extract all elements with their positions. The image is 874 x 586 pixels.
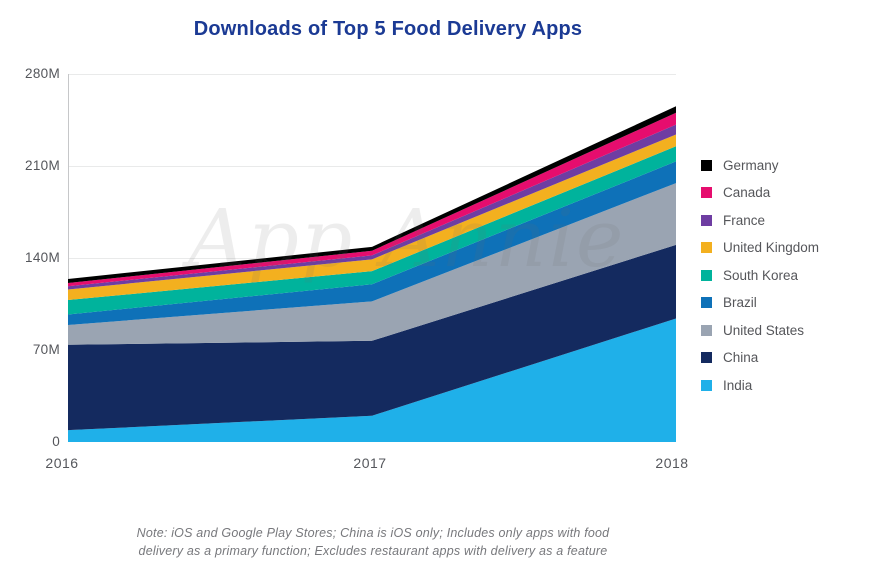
y-tick-0: 0 [52, 434, 60, 449]
x-tick-2016: 2016 [45, 455, 79, 471]
x-axis: 2016 2017 2018 [0, 455, 874, 475]
legend-label-canada: Canada [723, 185, 771, 200]
area-united-states [68, 183, 676, 345]
area-china [68, 244, 676, 431]
area-germany [68, 106, 676, 283]
legend-swatch-brazil [701, 297, 712, 308]
area-canada [68, 112, 676, 287]
area-india [68, 318, 676, 442]
legend-item-brazil: Brazil [701, 295, 819, 310]
y-tick-140m: 140M [25, 250, 60, 265]
y-tick-210m: 210M [25, 158, 60, 173]
area-france [68, 124, 676, 290]
plot-area [68, 74, 676, 442]
legend-swatch-united-kingdom [701, 242, 712, 253]
legend-swatch-united-states [701, 324, 712, 336]
area-united-kingdom [68, 134, 676, 301]
y-tick-70m: 70M [32, 342, 60, 357]
legend-item-united-states: United States [701, 322, 819, 338]
x-tick-2018: 2018 [655, 455, 689, 471]
y-axis: 280M 210M 140M 70M 0 [0, 66, 60, 449]
legend-label-india: India [723, 377, 753, 393]
legend: Germany Canada France United Kingdom South K… [701, 157, 820, 407]
legend-item-united-kingdom: United Kingdom [701, 240, 820, 255]
legend-swatch-france [701, 214, 712, 226]
legend-item-canada: Canada [701, 185, 819, 200]
chart-title: Downloads of Top 5 Food Delivery Apps [193, 18, 583, 40]
area-south-korea [68, 146, 676, 315]
legend-label-brazil: Brazil [723, 295, 757, 310]
legend-label-germany: Germany [723, 157, 779, 173]
legend-swatch-china [701, 352, 712, 363]
legend-swatch-south-korea [701, 269, 712, 281]
y-tick-280m: 280M [25, 66, 60, 81]
x-tick-2017: 2017 [353, 455, 387, 471]
area-brazil [68, 161, 676, 326]
legend-label-united-kingdom: United Kingdom [723, 240, 820, 255]
legend-label-south-korea: South Korea [723, 267, 799, 283]
legend-label-china: China [723, 350, 759, 365]
legend-item-china: China [701, 350, 819, 365]
legend-item-south-korea: South Korea [701, 267, 819, 283]
legend-swatch-germany [701, 159, 712, 171]
footnote-line-2: delivery as a primary function; Excludes… [138, 544, 608, 559]
footnote-line-1: Note: iOS and Google Play Stores; China … [136, 526, 610, 540]
legend-label-france: France [723, 212, 766, 228]
legend-swatch-india [701, 379, 712, 391]
legend-item-germany: Germany [701, 157, 819, 173]
legend-item-france: France [701, 212, 819, 228]
stacked-area-chart [68, 74, 676, 442]
legend-label-united-states: United States [723, 322, 805, 338]
legend-item-india: India [701, 377, 819, 393]
legend-swatch-canada [701, 187, 712, 198]
footnote: Note: iOS and Google Play Stores; China … [0, 524, 746, 560]
